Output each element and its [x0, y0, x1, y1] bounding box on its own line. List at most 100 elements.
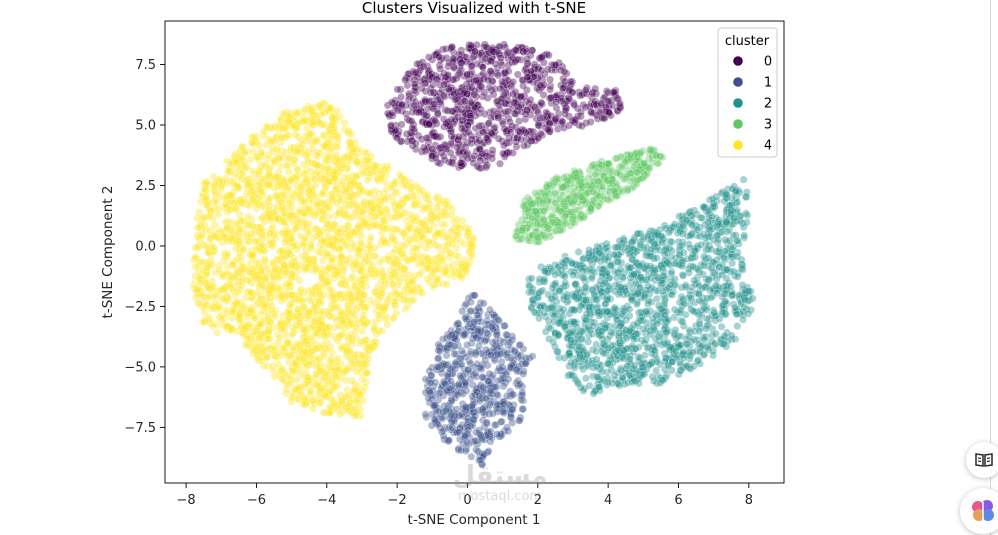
data-point: [429, 88, 438, 97]
data-point: [388, 111, 397, 120]
data-point: [540, 206, 549, 215]
data-point: [626, 249, 635, 258]
data-point: [577, 334, 586, 343]
data-point: [657, 305, 666, 314]
data-point: [566, 351, 574, 360]
data-point: [544, 51, 553, 60]
data-point: [711, 281, 720, 290]
data-point: [411, 82, 419, 91]
data-point: [592, 355, 601, 364]
data-point: [653, 357, 661, 366]
data-point: [499, 382, 508, 391]
data-point: [616, 99, 624, 108]
data-point: [469, 318, 478, 327]
data-point: [457, 105, 466, 114]
data-point: [490, 113, 499, 121]
data-point: [447, 396, 456, 405]
data-point: [409, 94, 418, 103]
data-point: [733, 236, 742, 245]
data-point: [606, 262, 615, 270]
data-point: [536, 81, 545, 90]
data-point: [475, 341, 483, 350]
data-point: [407, 117, 416, 126]
data-point: [679, 354, 688, 363]
data-point: [610, 303, 619, 312]
data-point: [722, 274, 731, 283]
data-point: [733, 252, 742, 261]
data-point: [534, 121, 543, 130]
data-point: [443, 372, 452, 381]
data-point: [472, 60, 481, 68]
data-point: [678, 317, 687, 326]
data-point: [728, 259, 737, 268]
data-point: [561, 322, 569, 330]
data-point: [430, 132, 439, 141]
data-point: [397, 120, 406, 129]
data-point: [607, 328, 616, 337]
data-point: [642, 286, 651, 294]
data-point: [695, 296, 704, 305]
data-point: [573, 112, 582, 121]
data-point: [470, 291, 479, 300]
data-point: [622, 334, 631, 343]
data-point: [535, 289, 543, 297]
data-point: [617, 163, 626, 172]
data-point: [581, 86, 590, 95]
data-point: [535, 122, 544, 130]
data-point: [495, 42, 504, 51]
data-point: [523, 55, 531, 63]
data-point: [496, 84, 505, 93]
data-point: [700, 252, 708, 261]
data-point: [460, 88, 469, 97]
data-point: [540, 70, 549, 79]
data-point: [502, 392, 511, 400]
data-point: [411, 139, 420, 148]
data-point: [441, 360, 450, 369]
data-point: [582, 374, 590, 383]
data-point: [531, 189, 540, 197]
data-point: [477, 71, 485, 80]
data-point: [699, 270, 707, 279]
data-point: [560, 67, 569, 76]
data-point: [642, 307, 651, 316]
data-point: [389, 314, 397, 323]
data-point: [466, 375, 475, 384]
data-point: [614, 243, 622, 251]
data-point: [555, 304, 564, 313]
data-point: [418, 186, 427, 195]
data-point: [451, 95, 459, 104]
data-point: [604, 344, 613, 352]
data-point: [703, 294, 712, 303]
data-point: [473, 447, 482, 456]
data-point: [401, 76, 410, 84]
data-point: [475, 136, 484, 145]
data-point: [488, 146, 497, 155]
data-point: [727, 331, 736, 340]
data-point: [467, 452, 476, 461]
data-point: [544, 125, 552, 134]
data-point: [571, 205, 580, 214]
data-point: [608, 379, 617, 388]
data-point: [476, 105, 485, 114]
data-point: [397, 93, 405, 101]
data-point: [606, 184, 615, 192]
data-point: [407, 129, 416, 138]
data-point: [515, 341, 524, 349]
data-point: [454, 444, 463, 453]
data-point: [482, 43, 491, 51]
data-point: [527, 274, 536, 283]
data-point: [699, 261, 708, 270]
data-point: [670, 220, 679, 229]
data-point: [699, 203, 708, 212]
data-point: [575, 342, 584, 351]
data-point: [689, 306, 697, 315]
data-point: [720, 331, 729, 340]
data-point: [541, 220, 550, 229]
data-point: [569, 271, 577, 279]
data-point: [479, 75, 488, 83]
data-point: [675, 251, 684, 260]
data-point: [660, 250, 669, 259]
data-point: [599, 94, 608, 103]
data-point: [595, 249, 604, 257]
data-point: [482, 163, 490, 172]
